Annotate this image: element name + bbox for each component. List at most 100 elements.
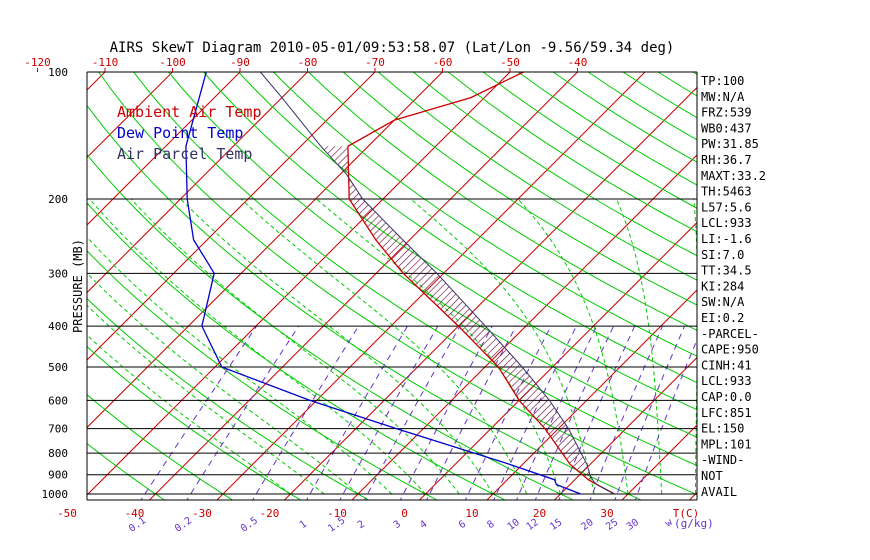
mixing-ratio-line [399,325,493,500]
isobar-layer: 100 200 300 400 500 600 700 800 900 1000 [42,66,697,501]
mixing-ratio-line [363,325,461,500]
isotherm-line [418,221,697,500]
stat-item: MAXT:33.2 [701,169,766,183]
top-temp-tick-label: -100 [159,56,186,69]
stat-item: TP:100 [701,74,744,88]
mixing-ratio-tick-label: 3 [392,519,403,531]
cape-hatch-area [320,146,594,482]
dry-adiabat [657,72,697,97]
chart-title: AIRS SkewT Diagram 2010-05-01/09:53:58.0… [110,40,675,56]
pressure-tick-label: 200 [48,193,68,206]
stat-item: RH:36.7 [701,153,752,167]
top-temp-tick-label: -40 [568,56,588,69]
bottom-temp-tick-label: 30 [600,507,613,520]
bottom-temp-tick-label: 0 [401,507,408,520]
mixing-ratio-tick-label: 4 [418,519,429,531]
mixing-ratio-unit: (g/kg) [674,517,714,530]
top-temp-tick-label: -110 [92,56,119,69]
mixing-ratio-tick-label: 2 [356,519,367,531]
moist-adiabat [87,334,291,495]
stat-item: -PARCEL- [701,327,759,341]
dry-adiabat [87,250,438,500]
stat-item: LFC:851 [701,406,752,420]
stat-item: MPL:101 [701,437,752,451]
stat-item: LCL:933 [701,216,752,230]
pressure-tick-label: 500 [48,361,68,374]
moist-adiabat [87,236,393,495]
isotherm-line [87,72,511,496]
bottom-temp-tick-label: 10 [465,507,478,520]
air-parcel-temp-line [259,72,615,495]
moist-adiabat [240,198,528,495]
top-temp-tick-label: -70 [365,56,385,69]
mixing-ratio-tick-label: 8 [485,519,496,531]
stat-item: NOT [701,469,723,483]
stat-item: KI:284 [701,279,744,293]
mixing-ratio-line [305,325,408,500]
mixing-ratio-tick-label: 1 [298,519,309,531]
mixing-ratio-tick-label: 0.5 [239,515,260,534]
pressure-tick-label: 600 [48,394,68,407]
bottom-temp-tick-label: -30 [192,507,212,520]
top-temp-tick-label: -80 [298,56,318,69]
mixing-ratio-line [464,325,552,500]
dry-adiabat [412,72,697,257]
mixing-ratio-tick-label: 10 [506,517,522,533]
legend-item: Dew Point Temp [117,124,243,142]
isotherm-line [87,72,174,159]
mixing-ratio-tick-label: 6 [457,519,468,531]
legend-item: Ambient Air Temp [117,103,262,121]
stat-item: AVAIL [701,485,737,499]
mixing-ratio-line [589,325,663,500]
stat-item: MW:N/A [701,90,745,104]
stat-item: CAP:0.0 [701,390,752,404]
bottom-temp-tick-label: -50 [57,507,77,520]
isotherm-line [621,424,697,500]
mixing-ratio-line [186,325,300,500]
isotherm-line [822,63,870,503]
bottom-temp-tick-label: -40 [125,507,145,520]
mixing-ratio-line [493,325,577,500]
stat-item: L57:5.6 [701,200,752,214]
moist-adiabat [87,272,359,495]
mixing-ratio-line [252,325,360,500]
dry-adiabat [87,442,166,500]
frame-layer [86,71,698,501]
dry-adiabat [133,72,697,467]
isotherm-line [148,72,579,500]
stat-item: PW:31.85 [701,137,759,151]
dry-adiabat [238,72,697,384]
ambient-air-temp-line [347,72,615,495]
stat-item: SW:N/A [701,295,745,309]
stat-item: TH:5463 [701,185,752,199]
stat-item: LCL:933 [701,374,752,388]
bottom-temp-tick-label: -10 [327,507,347,520]
dry-adiabat [447,72,697,233]
isotherm-line [87,72,376,361]
dry-adiabat [342,72,697,306]
moist-adiabat [180,198,494,495]
pressure-tick-label: 100 [48,66,68,79]
mixing-ratio-line [426,325,517,500]
mixing-ratio-tick-label: 30 [625,517,641,533]
dry-adiabat [482,72,697,209]
dry-adiabat [377,72,697,281]
temp-unit-label: T(C) [673,507,700,520]
legend-item: Air Parcel Temp [117,145,252,163]
stat-item: FRZ:539 [701,106,752,120]
y-axis-label: PRESSURE (MB) [71,239,85,333]
mixing-ratio-tick-label: 20 [579,517,595,533]
isotherm-line [283,86,697,500]
isotherm-line [553,356,697,500]
pressure-tick-label: 300 [48,267,68,280]
mixing-ratio-line [534,325,615,500]
dry-adiabat [273,72,697,357]
mixing-ratio-line [558,325,636,500]
dry-adiabat [87,345,302,500]
top-temp-tick-label: -60 [433,56,453,69]
stat-item: EL:150 [701,422,744,436]
stat-item: -WIND- [701,453,744,467]
mixing-ratio-tick-label: 15 [548,517,564,533]
isotherm-line [87,72,444,429]
isotherm-line [754,63,870,503]
